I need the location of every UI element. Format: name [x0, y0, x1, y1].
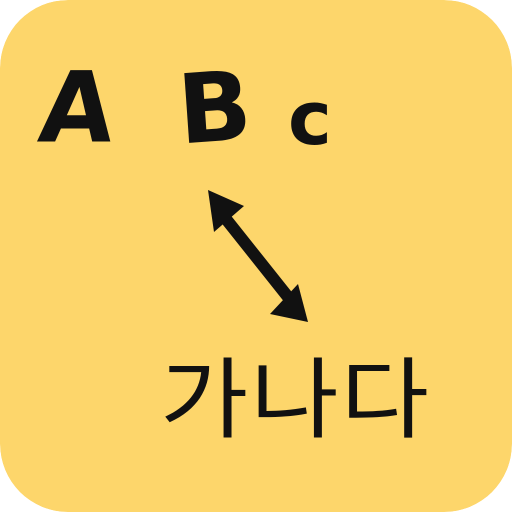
korean-text: 가나다 — [160, 348, 431, 452]
letter-c: c — [288, 76, 332, 162]
